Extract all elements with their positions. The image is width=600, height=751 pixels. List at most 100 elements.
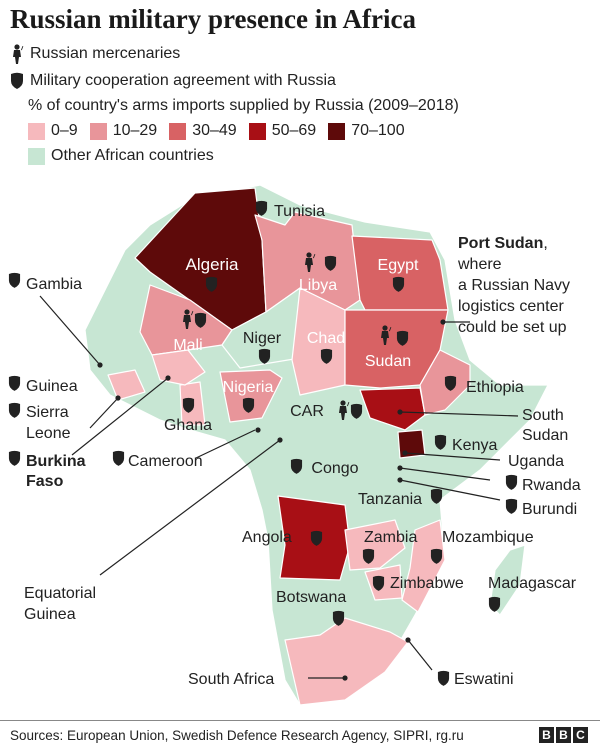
label-burkina-1: Burkina xyxy=(26,453,86,470)
label-south-africa: South Africa xyxy=(188,671,274,688)
country-burkina xyxy=(151,349,206,386)
country-south-sudan xyxy=(359,387,426,431)
legend-bin-label: 10–29 xyxy=(112,122,158,139)
annotation-line-4: could be set up xyxy=(458,319,567,336)
label-burundi: Burundi xyxy=(522,501,577,518)
legend-other-label: Other African countries xyxy=(51,147,214,164)
legend-bin-swatch xyxy=(328,122,346,140)
bbc-logo: B B C xyxy=(537,727,588,743)
label-egypt: Egypt xyxy=(378,257,419,274)
legend-bin-1: 10–29 xyxy=(89,122,158,140)
label-gambia: Gambia xyxy=(26,276,82,293)
footer: Sources: European Union, Swedish Defence… xyxy=(0,720,600,751)
dot-south-sudan xyxy=(397,409,403,415)
sources-text: Sources: European Union, Swedish Defence… xyxy=(10,728,464,743)
dot-eq-guinea xyxy=(277,437,283,443)
shield-icon xyxy=(437,670,450,686)
legend-other-swatch xyxy=(28,147,45,165)
label-zambia: Zambia xyxy=(364,529,417,546)
label-uganda: Uganda xyxy=(508,453,564,470)
bbc-logo-letter: B xyxy=(539,727,554,743)
legend-arms-heading: % of country's arms imports supplied by … xyxy=(28,97,459,114)
legend-bin-swatch xyxy=(169,122,187,140)
label-congo: Congo xyxy=(311,460,358,477)
label-zimbabwe: Zimbabwe xyxy=(390,575,464,592)
leader-burundi xyxy=(399,479,501,501)
shield-icon xyxy=(8,272,21,288)
annotation-line-3: logistics center xyxy=(458,298,564,315)
country-labels: Algeria Libya Egypt Mali Niger Chad Suda… xyxy=(24,203,581,688)
annotation-line-2: a Russian Navy xyxy=(458,277,570,294)
label-algeria: Algeria xyxy=(186,255,239,274)
legend-bin-swatch xyxy=(89,122,107,140)
label-south-sudan: South Sudan xyxy=(522,407,568,444)
shield-icon xyxy=(8,450,21,466)
dot-south-africa xyxy=(342,675,348,681)
label-tanzania: Tanzania xyxy=(358,491,422,508)
label-libya: Libya xyxy=(299,277,337,294)
label-sudan: Sudan xyxy=(365,353,411,370)
dot-gambia xyxy=(97,362,103,368)
legend-bin-2: 30–49 xyxy=(169,122,237,140)
legend-other: Other African countries xyxy=(28,147,214,165)
label-chad: Chad xyxy=(307,330,345,347)
label-rwanda: Rwanda xyxy=(522,477,581,494)
leader-uganda xyxy=(404,452,501,461)
leader-eswatini xyxy=(407,639,433,671)
label-south-sudan-text: South xyxy=(522,407,564,424)
leader-rwanda xyxy=(399,467,491,481)
leader-south-sudan xyxy=(399,411,519,417)
country-guinea xyxy=(107,369,146,401)
label-ethiopia: Ethiopia xyxy=(466,379,524,396)
label-cameroon: Cameroon xyxy=(128,453,203,470)
label-burkina-2: Faso xyxy=(26,473,64,490)
label-angola: Angola xyxy=(242,529,292,546)
label-south-sudan-text-2: Sudan xyxy=(522,427,568,444)
legend-agreement-label: Military cooperation agreement with Russ… xyxy=(30,72,336,89)
leader-burkina xyxy=(71,377,169,456)
shield-icon xyxy=(505,498,518,514)
leader-eq-guinea xyxy=(99,439,281,576)
label-ghana: Ghana xyxy=(164,417,212,434)
shield-icon xyxy=(8,402,21,418)
legend-bin-label: 70–100 xyxy=(351,122,405,139)
label-eq-guinea-1: Equatorial xyxy=(24,585,96,602)
legend-bin-4: 70–100 xyxy=(328,122,405,140)
dot-burkina xyxy=(165,375,171,381)
dot-sierra-leone xyxy=(115,395,121,401)
label-car: CAR xyxy=(290,403,324,420)
dot-burundi xyxy=(397,477,403,483)
country-zambia xyxy=(344,519,406,571)
label-mali: Mali xyxy=(173,337,202,354)
label-tunisia: Tunisia xyxy=(274,203,325,220)
legend-bin-swatch xyxy=(248,122,266,140)
bbc-logo-letter: C xyxy=(573,727,588,743)
legend-bins: 0–9 10–29 30–49 50–69 70–100 xyxy=(28,122,417,140)
label-sierra-leone-1: Sierra xyxy=(26,404,69,421)
label-sierra-leone-2: Leone xyxy=(26,425,71,442)
label-botswana: Botswana xyxy=(276,589,346,606)
bbc-logo-letter: B xyxy=(556,727,571,743)
shield-icon xyxy=(8,375,21,391)
country-mozambique xyxy=(401,519,446,613)
leader-cameroon xyxy=(195,429,256,459)
shield-icon xyxy=(11,72,23,89)
shield-icon xyxy=(505,474,518,490)
label-eq-guinea-2: Guinea xyxy=(24,606,76,623)
label-mozambique: Mozambique xyxy=(442,529,534,546)
country-nigeria xyxy=(219,369,283,423)
legend-agreement: Military cooperation agreement with Russ… xyxy=(10,72,336,90)
leader-sierra-leone xyxy=(89,397,119,429)
label-madagascar: Madagascar xyxy=(488,575,577,592)
africa-map: Algeria Libya Egypt Mali Niger Chad Suda… xyxy=(8,184,581,706)
legend-bin-swatch xyxy=(28,122,45,140)
legend-mercenaries: Russian mercenaries xyxy=(10,44,180,64)
dot-uganda xyxy=(402,450,408,456)
legend-mercenaries-label: Russian mercenaries xyxy=(30,45,181,62)
shield-icon xyxy=(112,450,125,466)
label-guinea: Guinea xyxy=(26,378,78,395)
annotation-heading: Port Sudan, xyxy=(458,235,548,252)
legend-bin-label: 0–9 xyxy=(51,122,78,139)
label-eswatini: Eswatini xyxy=(454,671,514,688)
label-nigeria: Nigeria xyxy=(223,379,274,396)
